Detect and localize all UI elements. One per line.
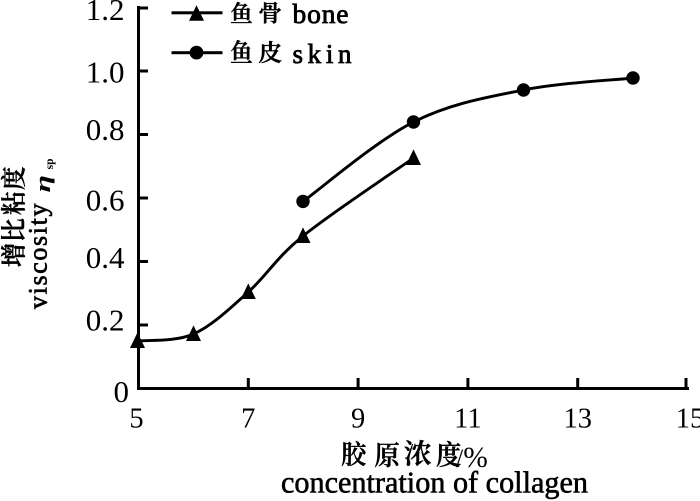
svg-text:0.2: 0.2 (86, 303, 125, 338)
svg-text:13: 13 (563, 404, 592, 435)
svg-text:η: η (31, 175, 55, 193)
svg-text:0.4: 0.4 (86, 240, 125, 275)
svg-text:1.0: 1.0 (86, 55, 125, 90)
svg-text:bone: bone (293, 0, 349, 29)
svg-text:5: 5 (129, 404, 143, 435)
svg-text:/%: /% (456, 442, 488, 474)
svg-text:sp: sp (44, 159, 56, 170)
svg-text:0.6: 0.6 (86, 183, 125, 218)
svg-text:1.2: 1.2 (86, 0, 125, 27)
svg-text:viscosity: viscosity (24, 204, 53, 310)
svg-text:9: 9 (351, 404, 365, 435)
svg-text:0.8: 0.8 (86, 112, 125, 147)
svg-text:concentration of collagen: concentration of collagen (281, 464, 588, 499)
svg-text:7: 7 (241, 404, 255, 435)
svg-text:15: 15 (676, 404, 700, 435)
svg-text:0: 0 (114, 374, 130, 409)
svg-text:11: 11 (454, 404, 481, 435)
